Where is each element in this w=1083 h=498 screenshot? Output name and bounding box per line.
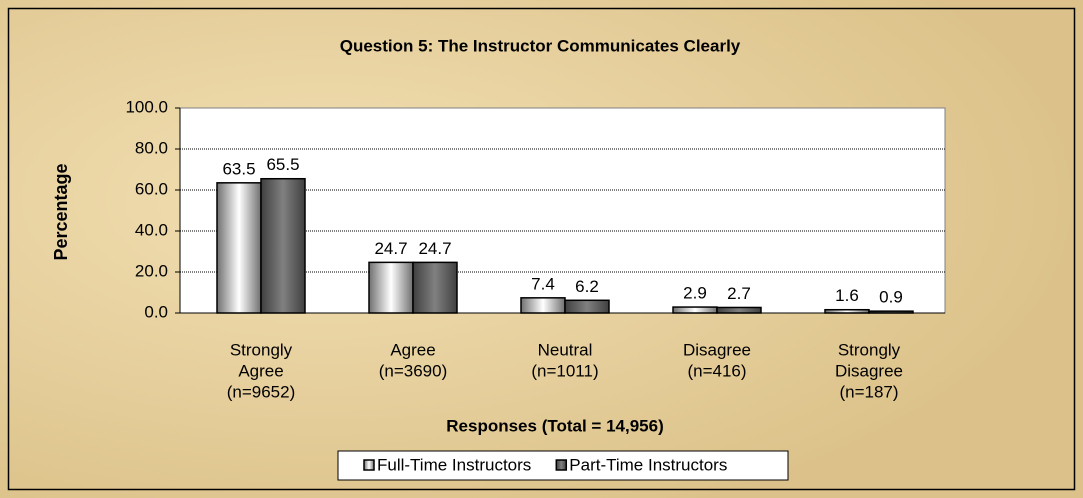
x-tick-label: (n=9652)	[227, 382, 296, 401]
bar	[564, 299, 610, 314]
data-label: 63.5	[222, 159, 255, 178]
y-axis-title: Percentage	[51, 163, 71, 260]
bar	[260, 177, 306, 314]
legend-swatch	[363, 459, 375, 471]
x-tick-label: Disagree	[683, 340, 751, 359]
y-tick-label: 60.0	[135, 179, 168, 198]
data-label: 2.7	[727, 284, 751, 303]
x-tick-label: (n=3690)	[379, 361, 448, 380]
chart-title: Question 5: The Instructor Communicates …	[340, 36, 741, 55]
x-tick-label: Neutral	[538, 340, 593, 359]
legend-label: Full-Time Instructors	[377, 455, 531, 474]
data-label: 65.5	[266, 155, 299, 174]
legend-label: Part-Time Instructors	[569, 455, 727, 474]
data-label: 24.7	[374, 239, 407, 258]
y-tick-label: 80.0	[135, 138, 168, 157]
bar	[412, 261, 458, 314]
data-label: 7.4	[531, 274, 555, 293]
bar	[868, 310, 914, 314]
y-tick-label: 20.0	[135, 261, 168, 280]
x-tick-label: Agree	[238, 361, 283, 380]
x-tick-label: (n=1011)	[531, 361, 598, 380]
y-tick-label: 0.0	[144, 302, 168, 321]
x-tick-label: Agree	[390, 340, 435, 359]
data-label: 0.9	[879, 288, 903, 307]
plot-area	[179, 107, 946, 314]
x-tick-label: (n=416)	[687, 361, 746, 380]
bar	[672, 306, 718, 314]
data-label: 2.9	[683, 284, 707, 303]
data-label: 1.6	[835, 286, 859, 305]
data-label: 6.2	[575, 277, 599, 296]
bar	[216, 182, 262, 314]
y-tick-label: 100.0	[125, 97, 168, 116]
bar	[368, 261, 414, 314]
data-label: 24.7	[418, 239, 451, 258]
legend-swatch	[555, 459, 568, 471]
y-tick-label: 40.0	[135, 220, 168, 239]
x-tick-label: (n=187)	[839, 382, 898, 401]
bar	[520, 297, 566, 314]
x-tick-label: Strongly	[230, 340, 293, 359]
x-axis-title: Responses (Total = 14,956)	[446, 416, 663, 435]
bar	[824, 308, 870, 314]
x-tick-label: Disagree	[835, 361, 903, 380]
bar	[716, 306, 762, 314]
chart-frame	[7, 7, 1076, 491]
x-tick-label: Strongly	[838, 340, 901, 359]
